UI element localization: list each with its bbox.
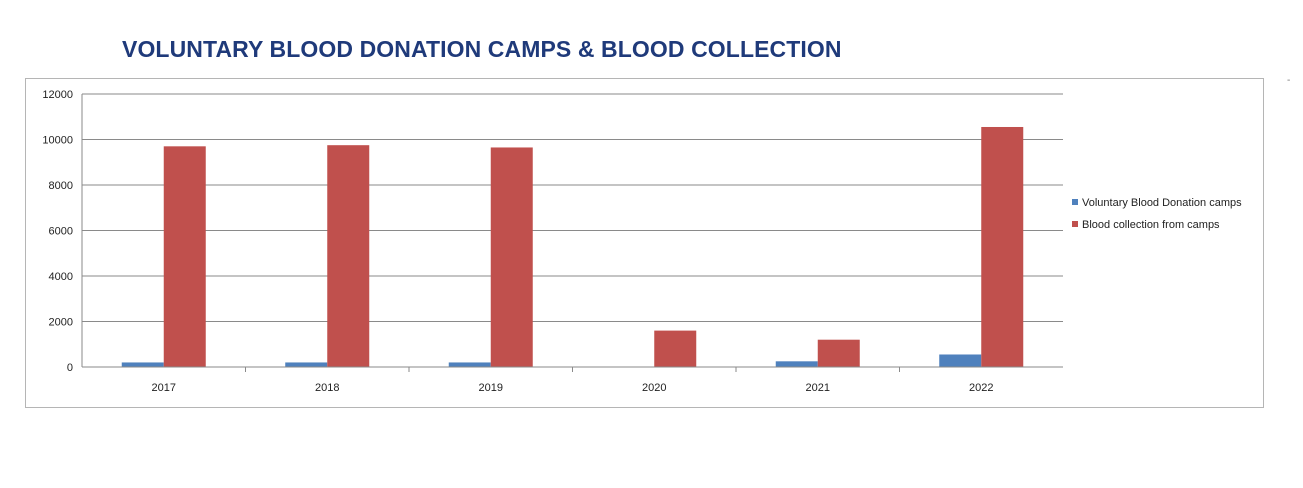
y-tick-label: 4000 (49, 271, 73, 283)
bar-collection (817, 339, 860, 367)
x-tick-label: 2018 (315, 382, 339, 394)
bar-camps (448, 362, 491, 367)
y-tick-label: 2000 (49, 317, 73, 329)
y-tick-label: 12000 (42, 89, 73, 101)
bar-collection (490, 147, 533, 367)
bar-collection (327, 145, 370, 367)
legend-swatch (1072, 199, 1078, 205)
page-title: VOLUNTARY BLOOD DONATION CAMPS & BLOOD C… (122, 36, 842, 62)
x-tick-label: 2020 (642, 382, 666, 394)
y-tick-label: 10000 (42, 135, 73, 147)
bar-camps (121, 362, 164, 367)
x-tick-label: 2021 (806, 382, 830, 394)
bar-camps (775, 361, 818, 367)
y-tick-label: 6000 (49, 226, 73, 238)
x-tick-label: 2019 (479, 382, 503, 394)
corner-mark: - (1287, 75, 1291, 86)
bar-collection (654, 330, 697, 367)
bar-camps (939, 354, 982, 367)
bar-chart: 0 2000 4000 6000 8000 10000 12000 2017 2018 2019 2… (42, 89, 1242, 394)
legend-swatch (1072, 221, 1078, 227)
legend-label: Voluntary Blood Donation camps (1082, 197, 1242, 209)
legend-label: Blood collection from camps (1082, 219, 1220, 231)
chart-area: 0 2000 4000 6000 8000 10000 12000 2017 2018 2019 2… (25, 78, 1264, 408)
x-tick-label: 2017 (152, 382, 176, 394)
y-tick-label: 8000 (49, 180, 73, 192)
bar-camps (285, 362, 328, 367)
bar-collection (981, 126, 1024, 367)
x-tick-label: 2022 (969, 382, 993, 394)
bar-collection (163, 146, 206, 367)
y-tick-label: 0 (67, 362, 73, 374)
